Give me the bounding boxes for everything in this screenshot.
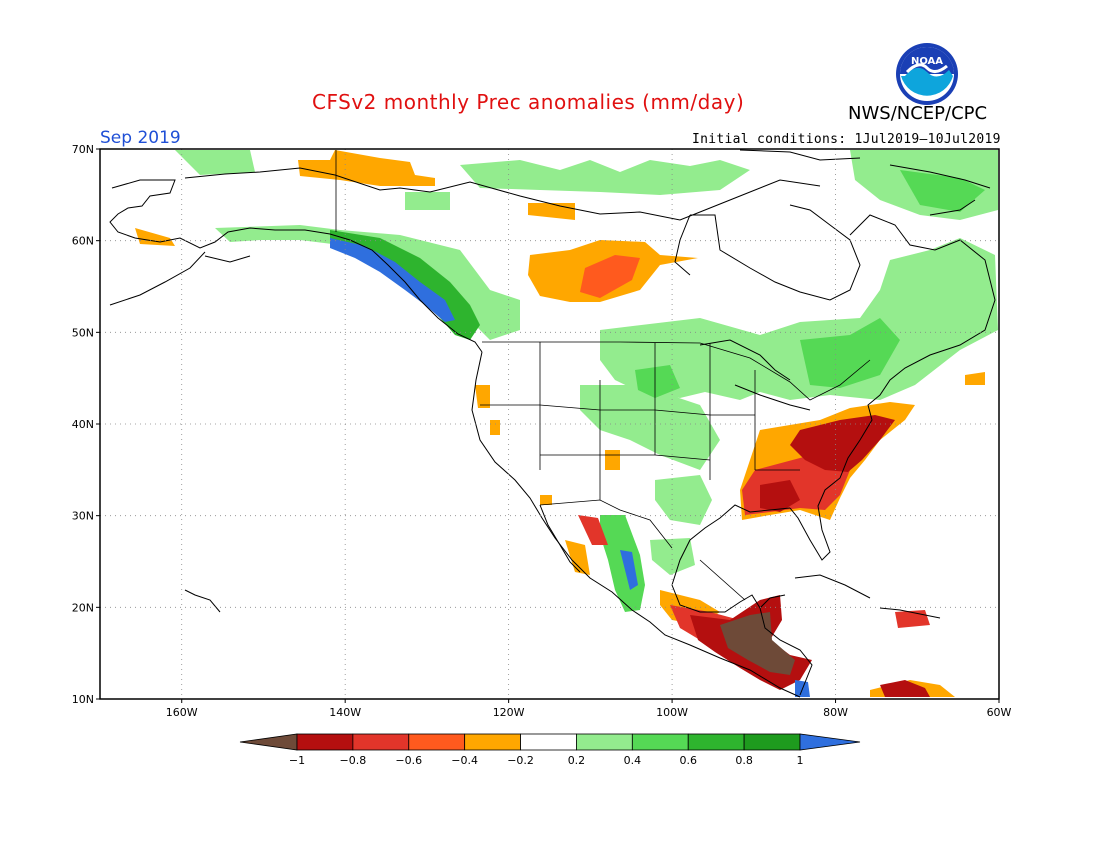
logo-text: NOAA — [911, 56, 943, 67]
lon-label: 160W — [166, 706, 198, 719]
anomaly-dry_strong — [760, 480, 800, 512]
colorbar: −1 −0.8 −0.6 −0.4 −0.2 0.2 0.4 0.6 0.8 1 — [239, 733, 861, 767]
anomaly-dry_extreme — [720, 612, 795, 675]
lat-label: 10N — [72, 693, 94, 706]
anomaly-dry_weak — [965, 372, 985, 385]
org-label: NWS/NCEP/CPC — [848, 103, 988, 124]
anomaly-wet_extreme — [330, 238, 455, 322]
colorbar-swatch — [576, 733, 633, 751]
colorbar-label: −0.8 — [340, 754, 367, 767]
anomaly-wet_weak — [215, 225, 520, 340]
anomaly-wet_weak — [405, 192, 450, 210]
anomaly-dry_weak — [298, 150, 435, 186]
colorbar-high-arrow — [799, 733, 861, 751]
colorbar-swatch — [296, 733, 354, 751]
anomaly-dry_weak — [528, 203, 575, 220]
anomaly-layer — [135, 150, 998, 697]
colorbar-low-arrow — [239, 733, 298, 751]
colorbar-label: −0.6 — [395, 754, 422, 767]
noaa-logo-icon: NOAA — [896, 43, 958, 105]
colorbar-label: 0.6 — [679, 754, 697, 767]
lon-label: 100W — [656, 706, 688, 719]
anomaly-dry_strong — [790, 415, 895, 472]
lon-label: 140W — [329, 706, 361, 719]
anomaly-wet_med — [635, 365, 680, 398]
anomaly-wet_weak — [600, 238, 998, 400]
colorbar-swatch — [352, 733, 410, 751]
anomaly-dry_mod — [578, 515, 608, 545]
lat-label: 20N — [72, 601, 94, 614]
initial-conditions: Initial conditions: 1Jul2019–10Jul2019 — [692, 132, 1001, 147]
anomaly-wet_extreme — [620, 550, 638, 590]
anomaly-wet_med — [900, 170, 985, 212]
lat-label: 40N — [72, 418, 94, 431]
anomaly-dry_weak — [475, 385, 490, 408]
anomaly-wet_med — [600, 515, 645, 612]
anomaly-wet_weak — [175, 150, 255, 175]
anomaly-wet_weak — [650, 538, 695, 575]
page-title: CFSv2 monthly Prec anomalies (mm/day) — [312, 90, 745, 114]
anomaly-wet_med — [800, 318, 900, 388]
colorbar-label: 0.8 — [735, 754, 753, 767]
anomaly-wet_weak — [460, 160, 750, 195]
coastlines — [109, 149, 996, 698]
anomaly-dry_strong — [880, 680, 930, 697]
political-borders — [335, 150, 871, 601]
forecast-month: Sep 2019 — [100, 128, 181, 148]
lon-label: 80W — [823, 706, 848, 719]
colorbar-swatch — [743, 733, 801, 751]
colorbar-label: −1 — [289, 754, 305, 767]
lat-label: 60N — [72, 235, 94, 248]
colorbar-label: 1 — [797, 754, 804, 767]
anomaly-wet_weak — [580, 385, 720, 470]
colorbar-swatch — [631, 733, 689, 751]
axis-labels: 70N 60N 50N 40N 30N 20N 10N 160W 140W 120W 100W 80W… — [72, 143, 1012, 719]
anomaly-dry_weak — [490, 420, 500, 435]
colorbar-swatch — [464, 733, 521, 751]
colorbar-swatch — [408, 733, 466, 751]
colorbar-swatch — [687, 733, 745, 751]
lon-label: 120W — [493, 706, 525, 719]
colorbar-label: 0.2 — [568, 754, 586, 767]
colorbar-label: −0.2 — [507, 754, 534, 767]
anomaly-wet_weak — [655, 475, 712, 525]
anomaly-dry_weak — [565, 540, 590, 575]
anomaly-dry_weak — [540, 495, 552, 505]
colorbar-swatch — [520, 733, 577, 751]
colorbar-label: 0.4 — [624, 754, 642, 767]
lat-label: 70N — [72, 143, 94, 156]
anomaly-dry_med — [580, 255, 640, 298]
lat-label: 50N — [72, 326, 94, 339]
lon-label: 60W — [987, 706, 1012, 719]
anomaly-dry_weak — [605, 450, 620, 470]
colorbar-label: −0.4 — [451, 754, 478, 767]
lat-label: 30N — [72, 510, 94, 523]
